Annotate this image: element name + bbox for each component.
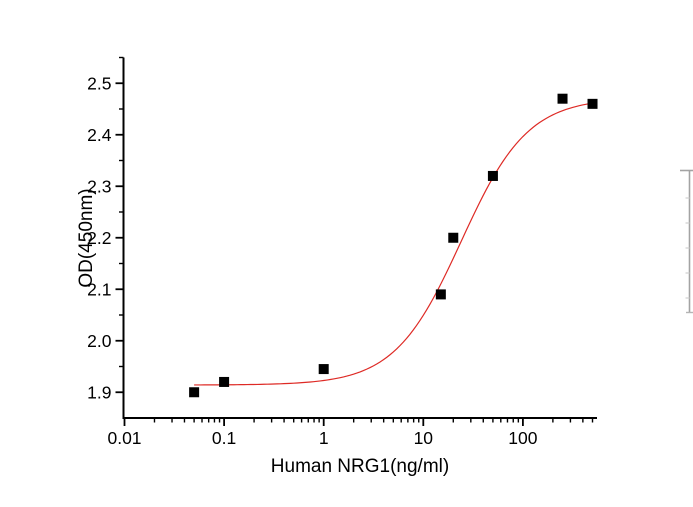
fit-curve-layer [194,102,593,386]
data-point [189,387,200,398]
y-tick-label: 2.2 [87,228,111,248]
data-point [318,364,329,375]
y-tick-label: 2.5 [87,73,111,93]
data-point [487,170,498,181]
tick-layer [115,56,594,426]
x-tick-label: 1 [319,428,329,448]
data-point [587,98,598,109]
x-tick-label: 0.01 [107,428,141,448]
axes-layer [122,57,597,419]
y-tick-label: 1.9 [87,382,111,402]
x-axis-title: Human NRG1(ng/ml) [271,456,449,477]
data-point [219,376,230,387]
x-tick-label: 10 [414,428,434,448]
x-tick-label: 0.1 [212,428,236,448]
y-tick-label: 2.3 [87,176,111,196]
data-point-layer [189,93,598,398]
fit-curve [194,102,593,386]
data-point [435,289,446,300]
y-tick-label: 2.4 [87,125,112,145]
y-axis-title: OD(450nm) [76,188,97,287]
cropped-panel-fragment [680,169,693,314]
data-point [557,93,568,104]
x-tick-label: 100 [508,428,537,448]
tick-label-layer: 1.9 2.0 2.1 2.2 2.3 2.4 2.5 0.01 0.1 1 10 100 [87,73,538,448]
y-tick-label: 2.0 [87,331,112,351]
y-tick-label: 2.1 [87,279,111,299]
data-point [448,232,459,243]
